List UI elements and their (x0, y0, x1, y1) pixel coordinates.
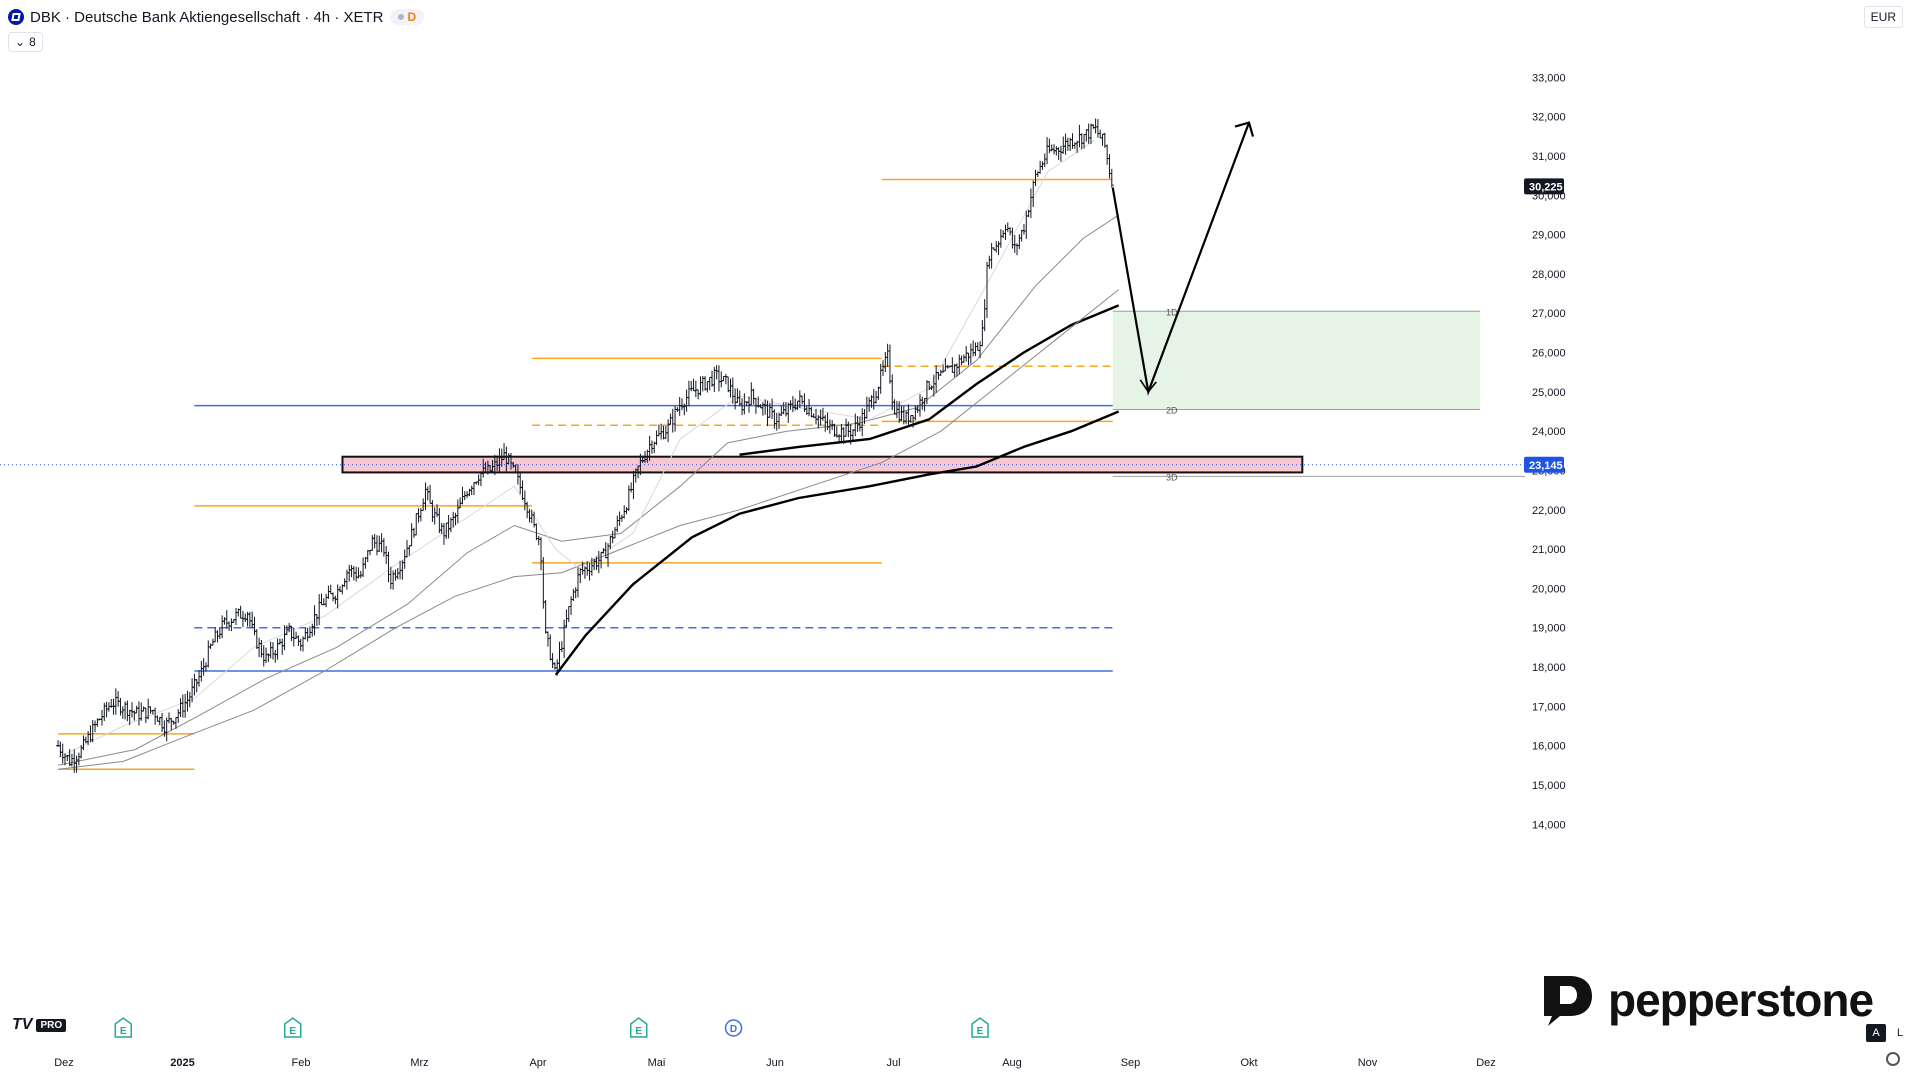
brand-name: pepperstone (1608, 974, 1874, 1026)
earnings-marker-label-4: E (977, 1026, 984, 1037)
gear-icon[interactable] (1886, 1052, 1900, 1066)
level-annotation-0: 1D (1166, 307, 1178, 317)
projection-turn-mark (1139, 379, 1157, 394)
chevron-down-icon: ⌄ (15, 35, 26, 49)
x-tick-label: Okt (1240, 1057, 1257, 1069)
pepperstone-brand: pepperstone (1538, 972, 1874, 1028)
auto-scale-button[interactable]: A (1866, 1024, 1886, 1042)
chart-header: DBK · Deutsche Bank Aktiengesellschaft ·… (8, 6, 425, 28)
y-tick-label: 16,000 (1532, 741, 1566, 753)
tv-pro-badge: PRO (36, 1018, 67, 1032)
x-tick-label: Mrz (410, 1057, 428, 1069)
earnings-marker-4 (971, 1017, 989, 1038)
y-tick-label: 20,000 (1532, 583, 1566, 595)
market-status-badge[interactable]: D (389, 9, 425, 25)
dividend-marker-label-3: D (730, 1024, 737, 1035)
currency-button[interactable]: EUR (1863, 6, 1903, 28)
projection-arrowhead (1234, 121, 1255, 137)
tv-logo-text: TV (12, 1016, 33, 1033)
zone-support-0 (341, 455, 1304, 474)
y-tick-label: 29,000 (1532, 230, 1566, 242)
y-tick-label: 17,000 (1532, 701, 1566, 713)
price-label-1: 23,145 (1529, 460, 1563, 472)
badge-label: D (407, 10, 417, 24)
y-tick-label: 19,000 (1532, 623, 1566, 635)
earnings-marker-label-0: E (120, 1026, 127, 1037)
moving-average-4 (57, 139, 1096, 758)
y-tick-label: 27,000 (1532, 308, 1566, 320)
x-tick-label: Mai (648, 1057, 666, 1069)
y-tick-label: 24,000 (1532, 426, 1566, 438)
y-tick-label: 25,000 (1532, 387, 1566, 399)
price-label-bg-1 (1524, 456, 1564, 473)
y-tick-label: 32,000 (1532, 112, 1566, 124)
y-tick-label: 21,000 (1532, 544, 1566, 556)
x-tick-label: Dez (1476, 1057, 1496, 1069)
ohlc-bars (56, 118, 1114, 773)
zone-target-1 (1112, 311, 1481, 410)
y-tick-label: 15,000 (1532, 780, 1566, 792)
indicators-toggle-button[interactable]: ⌄ 8 (8, 32, 43, 52)
x-tick-label: Apr (529, 1057, 546, 1069)
x-tick-label: Feb (292, 1057, 311, 1069)
level-annotation-2: 3D (1166, 472, 1178, 482)
moving-average-1 (739, 304, 1120, 456)
moving-average-0 (554, 410, 1120, 676)
earnings-marker-label-2: E (635, 1026, 642, 1037)
status-dot-icon (397, 14, 404, 20)
price-label-bg-0 (1524, 178, 1564, 195)
y-tick-label: 14,000 (1532, 819, 1566, 831)
x-tick-label: 2025 (170, 1057, 194, 1069)
earnings-marker-label-1: E (289, 1026, 296, 1037)
y-tick-label: 18,000 (1532, 662, 1566, 674)
y-tick-label: 31,000 (1532, 151, 1566, 163)
deutsche-bank-logo-icon (8, 9, 24, 25)
x-tick-label: Nov (1358, 1057, 1378, 1069)
pepperstone-logo-icon (1544, 976, 1592, 1026)
earnings-marker-2 (629, 1017, 648, 1038)
x-tick-label: Aug (1002, 1057, 1022, 1069)
y-tick-label: 22,000 (1532, 505, 1566, 517)
y-tick-label: 33,000 (1532, 72, 1566, 84)
x-tick-label: Dez (54, 1057, 74, 1069)
earnings-marker-0 (114, 1017, 132, 1038)
symbol-title[interactable]: DBK · Deutsche Bank Aktiengesellschaft ·… (30, 8, 384, 26)
earnings-marker-1 (283, 1017, 302, 1038)
x-tick-label: Jul (886, 1057, 900, 1069)
x-tick-label: Sep (1121, 1057, 1141, 1069)
tradingview-logo[interactable]: TV PRO (12, 1016, 67, 1034)
y-tick-label: 26,000 (1532, 348, 1566, 360)
level-annotation-1: 2D (1166, 406, 1178, 416)
dividend-marker-3 (724, 1019, 743, 1037)
y-tick-label: 28,000 (1532, 269, 1566, 281)
log-scale-button[interactable]: L (1896, 1027, 1904, 1039)
moving-average-3 (58, 214, 1119, 766)
indicators-count: 8 (29, 35, 36, 49)
price-label-0: 30,225 (1529, 181, 1563, 193)
x-tick-label: Jun (766, 1057, 784, 1069)
